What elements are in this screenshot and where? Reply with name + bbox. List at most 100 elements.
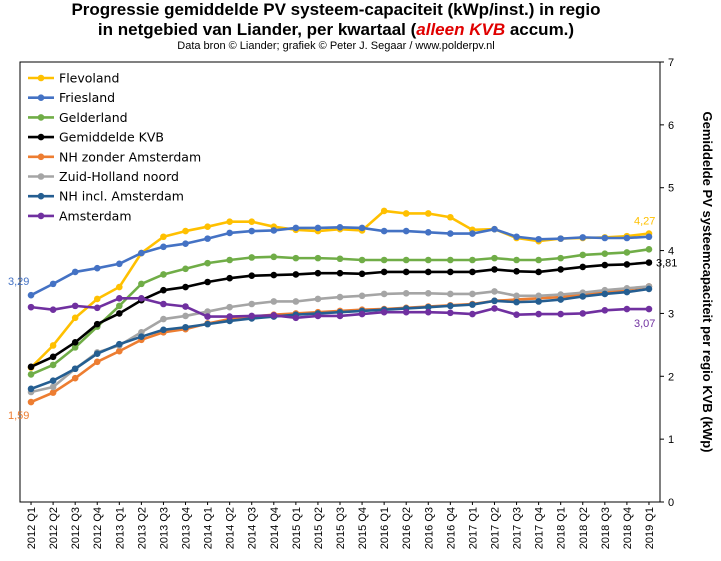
x-tick-label: 2015 Q1: [291, 507, 303, 549]
x-tick-label: 2016 Q4: [445, 507, 457, 549]
data-point: [292, 254, 300, 262]
data-point: [424, 229, 432, 236]
data-point: [380, 207, 388, 215]
data-point: [513, 233, 520, 241]
data-point: [535, 298, 542, 305]
data-point: [93, 304, 101, 312]
x-tick-label: 2012 Q2: [48, 507, 60, 549]
series-friesland: [27, 224, 653, 299]
data-point: [160, 300, 167, 308]
data-point: [380, 290, 388, 298]
legend-label: Flevoland: [59, 71, 119, 86]
data-point: [71, 339, 79, 346]
title-line-1: Progressie gemiddelde PV systeem-capacit…: [71, 0, 601, 19]
data-point: [402, 227, 410, 235]
data-point: [424, 210, 432, 217]
x-tick-label: 2015 Q2: [313, 507, 325, 549]
data-point: [447, 309, 454, 317]
data-point: [116, 302, 123, 310]
y-tick-label: 2: [668, 371, 674, 383]
data-point: [336, 224, 344, 231]
data-point: [314, 295, 322, 303]
x-tick-label: 2013 Q1: [114, 507, 126, 549]
data-point: [248, 312, 256, 320]
data-point: [27, 371, 35, 378]
data-point: [27, 303, 35, 311]
data-point: [160, 326, 167, 334]
data-point: [160, 315, 167, 323]
legend-swatch-marker: [37, 74, 45, 82]
data-point: [116, 260, 123, 268]
data-point: [424, 268, 432, 276]
data-point: [270, 271, 278, 279]
data-point: [424, 290, 432, 297]
data-point: [182, 283, 189, 291]
data-point: [491, 305, 498, 312]
data-point: [513, 292, 520, 300]
data-point: [623, 288, 631, 296]
data-point: [71, 365, 79, 373]
x-tick-label: 2018 Q3: [600, 507, 612, 549]
data-point: [645, 259, 653, 266]
data-point: [71, 268, 79, 276]
data-point: [424, 303, 432, 311]
data-point: [447, 230, 454, 237]
data-point: [160, 286, 167, 294]
data-point: [116, 340, 123, 348]
y-tick-label: 6: [668, 120, 674, 132]
data-point: [535, 268, 542, 276]
data-point: [270, 298, 278, 305]
data-point: [71, 314, 79, 322]
data-point: [447, 268, 454, 276]
data-point: [182, 227, 189, 235]
data-point: [27, 385, 35, 393]
data-point: [491, 225, 498, 233]
x-tick-label: 2018 Q4: [622, 507, 634, 549]
legend-label: Zuid-Holland noord: [59, 169, 179, 184]
legend-swatch-marker: [37, 153, 45, 161]
data-point: [579, 310, 587, 317]
data-point: [49, 389, 57, 396]
data-point: [116, 310, 123, 317]
data-point: [138, 280, 145, 288]
data-point: [292, 314, 300, 322]
data-point: [447, 256, 454, 264]
data-point: [535, 310, 542, 318]
data-point: [49, 377, 57, 384]
chart-title: Progressie gemiddelde PV systeem-capacit…: [0, 0, 672, 40]
legend-label: Amsterdam: [59, 208, 132, 223]
data-point: [513, 268, 520, 275]
data-point: [601, 234, 609, 242]
data-point: [557, 291, 564, 298]
data-point: [49, 306, 57, 313]
data-point: [645, 305, 653, 313]
data-point: [358, 224, 366, 232]
legend-swatch-marker: [37, 212, 45, 220]
data-point: [204, 259, 211, 267]
x-tick-label: 2015 Q4: [357, 507, 369, 549]
data-point: [182, 323, 189, 331]
x-tick-label: 2013 Q2: [136, 507, 148, 549]
data-point: [49, 342, 57, 349]
data-point: [469, 310, 476, 318]
data-point: [402, 290, 410, 297]
data-point: [226, 229, 233, 237]
data-point: [380, 308, 388, 316]
data-label: 1,59: [8, 410, 29, 422]
data-point: [358, 310, 366, 318]
x-tick-label: 2016 Q1: [379, 507, 391, 549]
data-point: [424, 256, 432, 264]
data-point: [226, 303, 233, 311]
data-point: [336, 255, 344, 263]
data-point: [623, 249, 631, 256]
y-tick-label: 0: [668, 497, 674, 509]
data-point: [27, 291, 35, 299]
data-point: [424, 308, 432, 316]
data-point: [402, 308, 410, 316]
data-point: [71, 374, 79, 382]
data-point: [49, 280, 57, 288]
legend-swatch-marker: [37, 173, 45, 180]
y-tick-label: 7: [668, 57, 674, 69]
data-point: [314, 312, 322, 320]
data-point: [557, 235, 564, 242]
